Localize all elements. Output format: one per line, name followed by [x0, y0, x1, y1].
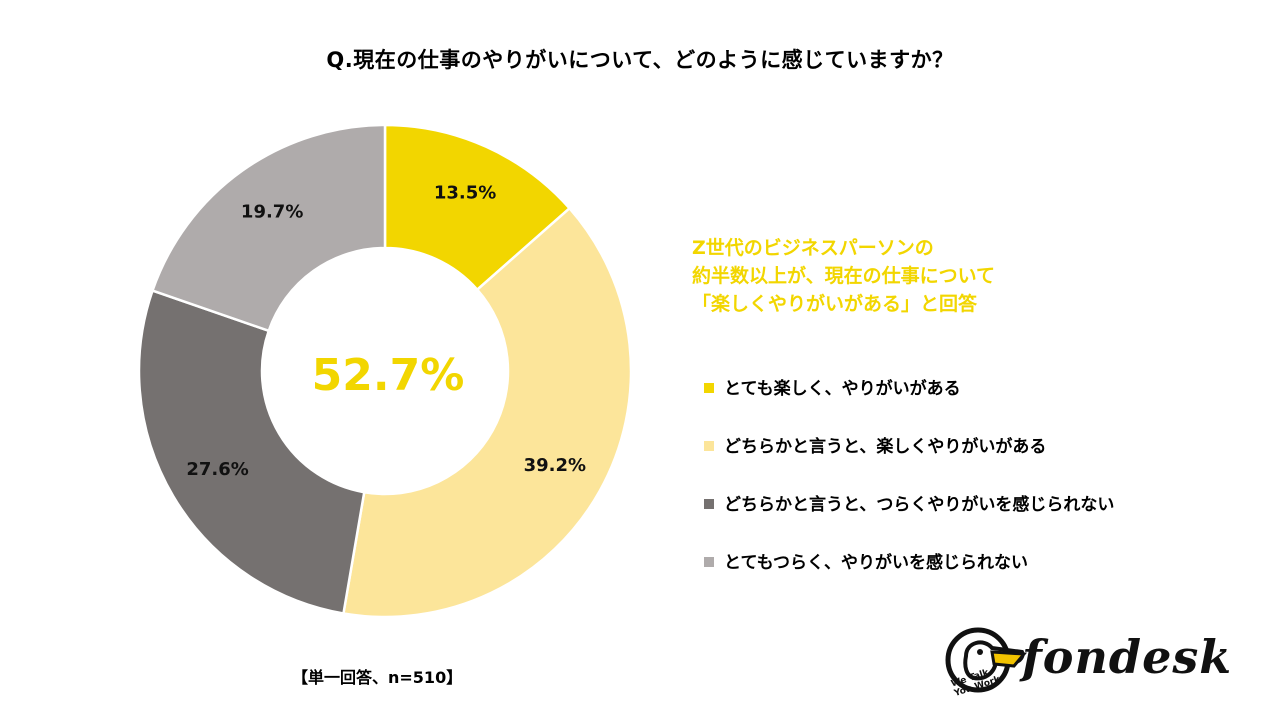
legend-swatch: [704, 441, 714, 451]
center-percentage-label: 52.7%: [312, 350, 465, 401]
slice-value-label: 13.5%: [434, 183, 496, 204]
sample-size-note: 【単一回答、n=510】: [292, 668, 463, 687]
donut-slice: [137, 288, 366, 615]
legend-label: とても楽しく、やりがいがある: [724, 378, 961, 399]
donut-slice: [342, 206, 633, 619]
legend-label: どちらかと言うと、楽しくやりがいがある: [724, 436, 1047, 457]
headline-line: 「楽しくやりがいがある」と回答: [692, 293, 978, 315]
legend-swatch: [704, 499, 714, 509]
fondesk-logo: fondesk We Talk, You Work.: [944, 622, 1231, 712]
headline-callout: Z世代のビジネスパーソンの 約半数以上が、現在の仕事について 「楽しくやりがいが…: [692, 234, 1162, 318]
legend-label: どちらかと言うと、つらくやりがいを感じられない: [724, 494, 1115, 515]
donut-slice: [150, 123, 387, 333]
slice-value-label: 39.2%: [524, 455, 586, 476]
legend-swatch: [704, 557, 714, 567]
legend-label: とてもつらく、やりがいを感じられない: [724, 552, 1028, 573]
legend-item: どちらかと言うと、楽しくやりがいがある: [704, 432, 1264, 457]
legend-item: とてもつらく、やりがいを感じられない: [704, 548, 1264, 573]
slice-value-label: 19.7%: [241, 202, 303, 223]
donut-slice-labels: 13.5% 39.2% 27.6% 19.7%: [186, 183, 586, 480]
legend-item: とても楽しく、やりがいがある: [704, 374, 1264, 399]
slice-value-label: 27.6%: [186, 459, 248, 480]
pelican-icon: [945, 627, 1028, 693]
headline-line: Z世代のビジネスパーソンの: [692, 237, 934, 259]
chart-title: Q.現在の仕事のやりがいについて、どのように感じていますか？: [326, 48, 954, 72]
legend-swatch: [704, 383, 714, 393]
donut-slices: [137, 123, 633, 619]
legend: とても楽しく、やりがいがある どちらかと言うと、楽しくやりがいがある どちらかと…: [704, 374, 1264, 606]
logo-wordmark: fondesk: [1022, 630, 1233, 684]
headline-line: 約半数以上が、現在の仕事について: [692, 265, 996, 287]
legend-item: どちらかと言うと、つらくやりがいを感じられない: [704, 490, 1264, 515]
